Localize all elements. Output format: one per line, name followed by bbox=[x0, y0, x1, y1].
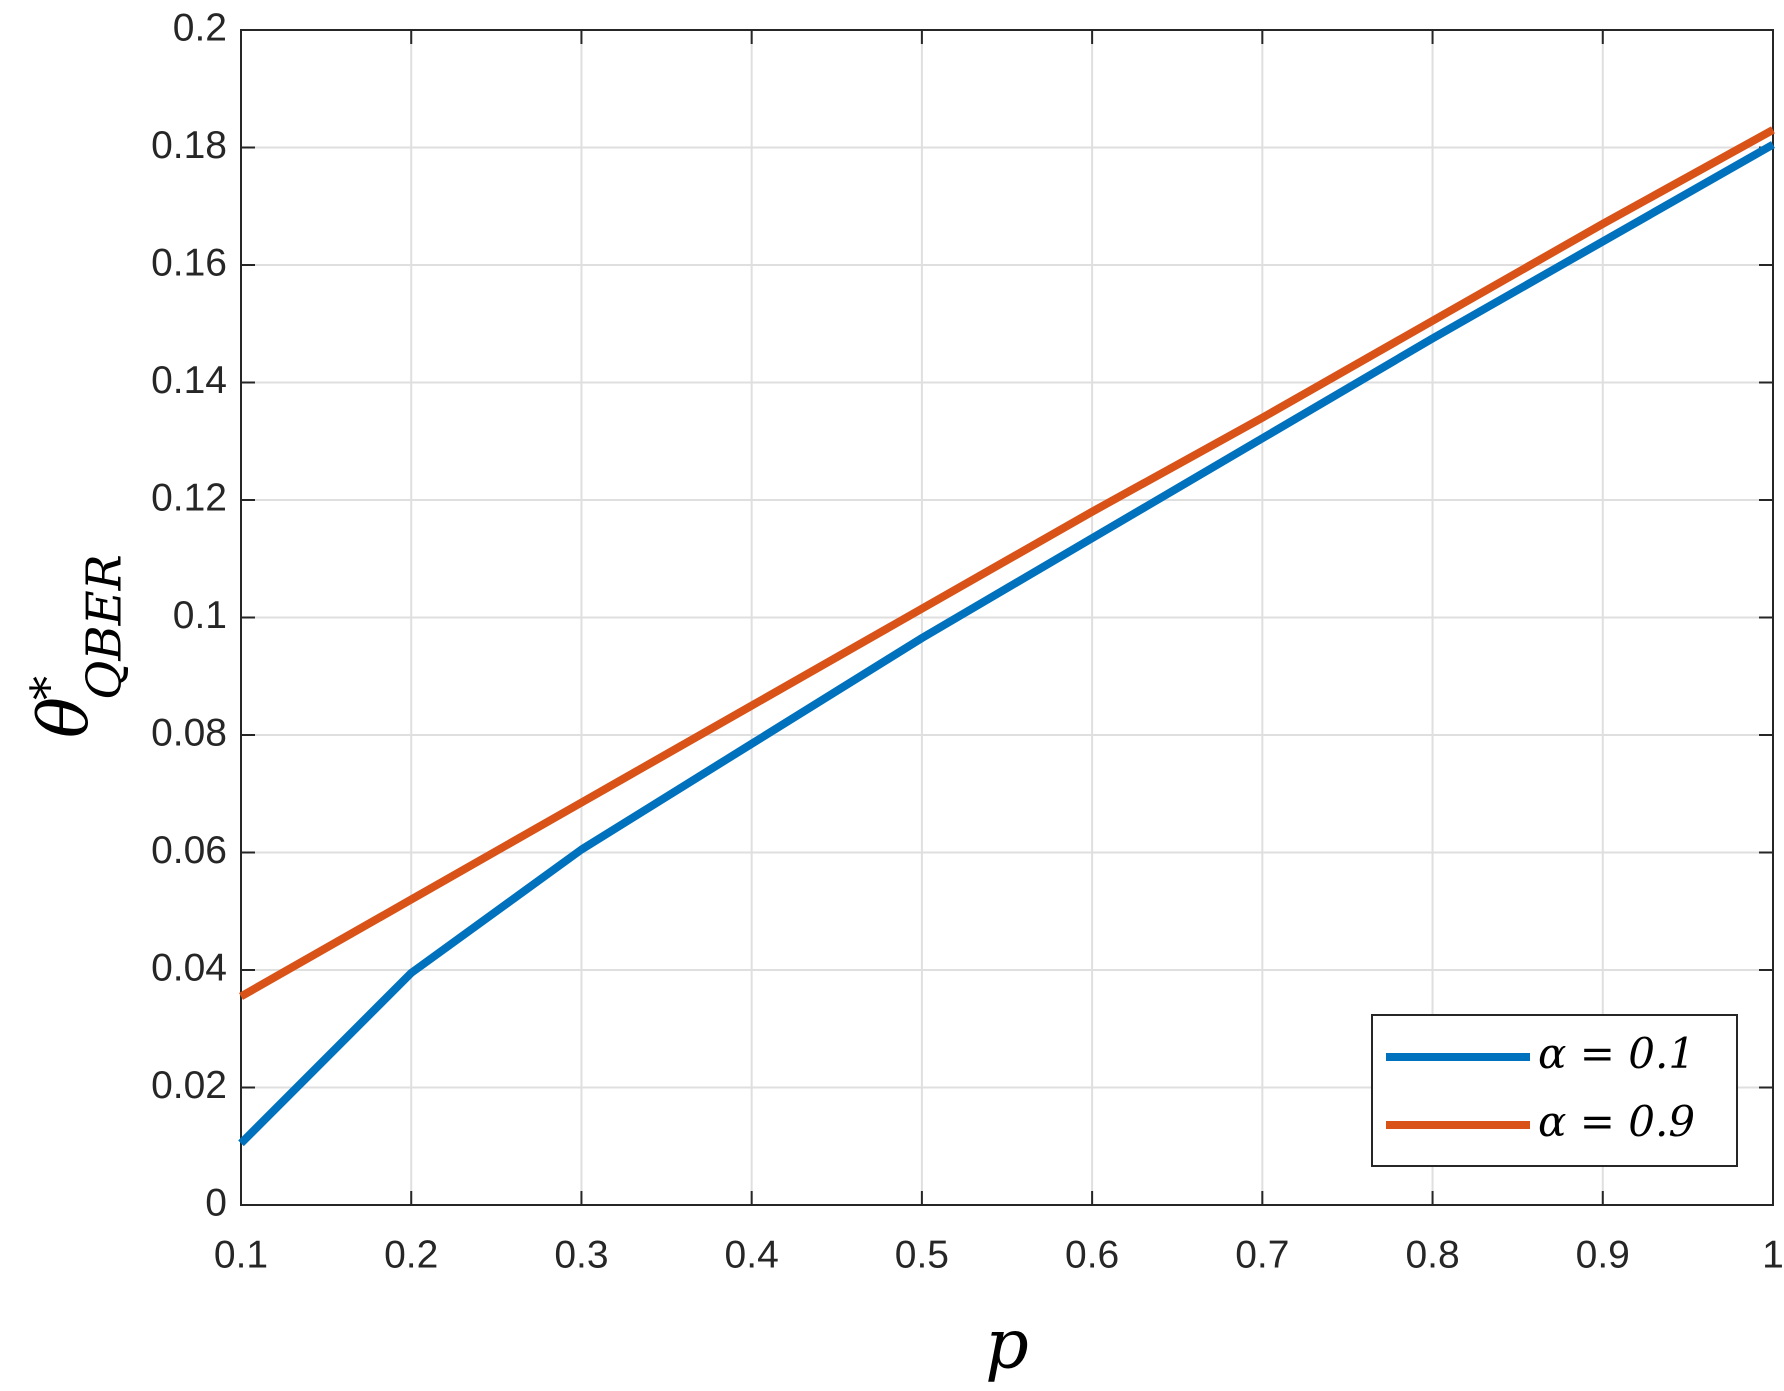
y-label-sub: QBER bbox=[77, 554, 133, 700]
x-tick-label: 0.9 bbox=[1576, 1233, 1630, 1276]
x-tick-label: 0.1 bbox=[214, 1233, 268, 1276]
y-tick-label: 0.08 bbox=[151, 711, 227, 754]
x-tick-label: 0.2 bbox=[384, 1233, 438, 1276]
y-tick-label: 0.2 bbox=[173, 6, 227, 49]
x-tick-label: 0.6 bbox=[1065, 1233, 1119, 1276]
data-line bbox=[238, 141, 1775, 1147]
y-tick-label: 0.18 bbox=[151, 124, 227, 167]
axes-box bbox=[240, 29, 1774, 1206]
y-tick-label: 0 bbox=[205, 1181, 227, 1224]
y-label-base: θ bbox=[26, 697, 105, 738]
x-axis-label: p bbox=[985, 1306, 1029, 1385]
legend-label: α = 0.9 bbox=[1538, 1097, 1695, 1146]
y-tick-label: 0.02 bbox=[151, 1064, 227, 1107]
legend: α = 0.1 α = 0.9 bbox=[1371, 1014, 1738, 1167]
x-tick-label: 0.3 bbox=[554, 1233, 608, 1276]
x-tick-label: 0.5 bbox=[895, 1233, 949, 1276]
x-tick-label: 0.4 bbox=[725, 1233, 779, 1276]
y-axis-label: θ * QBER bbox=[21, 554, 133, 738]
x-tick-label: 0.7 bbox=[1235, 1233, 1289, 1276]
legend-label: α = 0.1 bbox=[1538, 1029, 1695, 1078]
y-tick-label: 0.06 bbox=[151, 829, 227, 872]
y-tick-label: 0.1 bbox=[173, 594, 227, 637]
y-tick-label: 0.04 bbox=[151, 946, 227, 989]
legend-box bbox=[1371, 1014, 1738, 1167]
data-line bbox=[239, 126, 1775, 1000]
y-tick-label: 0.14 bbox=[151, 359, 227, 402]
y-tick-label: 0.12 bbox=[151, 476, 227, 519]
x-tick-label: 1 bbox=[1762, 1233, 1784, 1276]
y-tick-label: 0.16 bbox=[151, 241, 227, 284]
y-label-sup: * bbox=[21, 676, 77, 700]
x-tick-label: 0.8 bbox=[1405, 1233, 1459, 1276]
